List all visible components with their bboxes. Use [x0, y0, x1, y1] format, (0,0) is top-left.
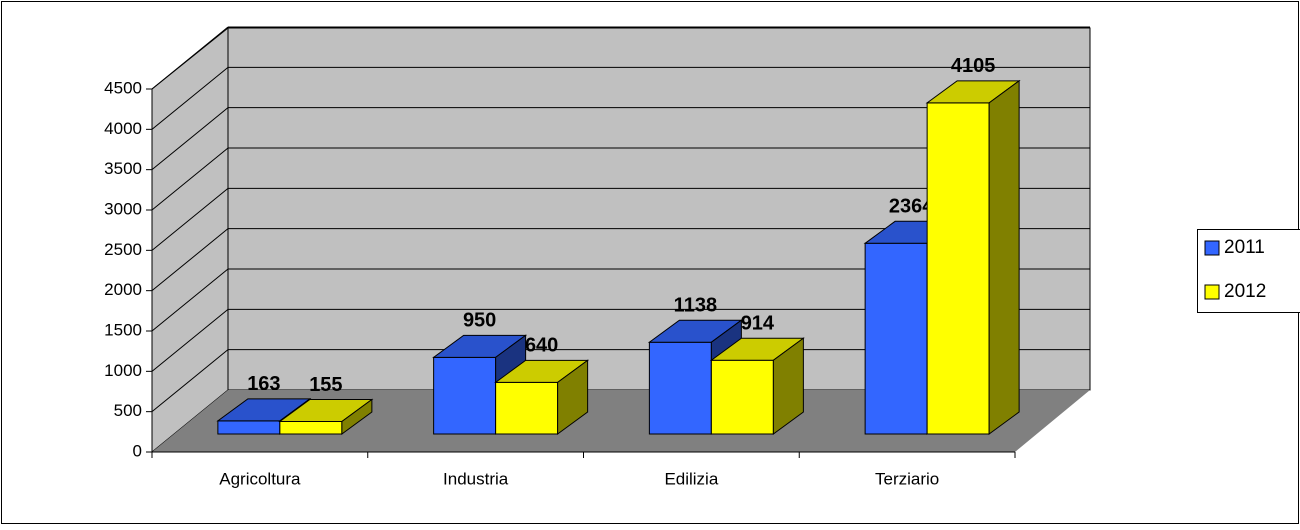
bar-front	[218, 421, 280, 434]
bar-front	[434, 357, 496, 434]
side-wall	[152, 28, 228, 452]
bar-front	[865, 243, 927, 434]
bar-front	[496, 382, 558, 434]
y-tick-label: 4000	[104, 119, 142, 138]
legend-swatch	[1205, 285, 1219, 299]
x-tick-label: Terziario	[875, 469, 939, 488]
legend-swatch	[1205, 241, 1219, 255]
bar-side	[989, 81, 1019, 434]
y-tick-label: 500	[114, 401, 142, 420]
bar-front	[711, 360, 773, 434]
x-tick-label: Industria	[443, 469, 509, 488]
legend-label: 2011	[1224, 237, 1265, 258]
y-tick-label: 0	[133, 441, 142, 460]
bar-front	[280, 421, 342, 434]
bar-front	[927, 103, 989, 434]
x-tick-label: Edilizia	[664, 469, 718, 488]
legend-label: 2012	[1224, 281, 1266, 302]
y-tick-label: 3500	[104, 159, 142, 178]
data-label: 950	[463, 310, 496, 332]
y-tick-label: 1000	[104, 361, 142, 380]
bar-front	[649, 342, 711, 434]
y-tick-label: 2000	[104, 280, 142, 299]
y-tick-label: 1500	[104, 320, 142, 339]
bar	[711, 338, 803, 434]
data-label: 1138	[674, 294, 717, 316]
y-tick-label: 4500	[104, 78, 142, 97]
y-tick-label: 2500	[104, 240, 142, 259]
data-label: 640	[525, 335, 558, 357]
x-tick-label: Agricoltura	[219, 469, 301, 488]
data-label: 914	[741, 313, 775, 335]
data-label: 163	[247, 373, 280, 395]
y-tick-label: 3000	[104, 199, 142, 218]
bar	[927, 81, 1019, 434]
data-label: 4105	[951, 55, 996, 77]
data-label: 155	[309, 374, 342, 396]
